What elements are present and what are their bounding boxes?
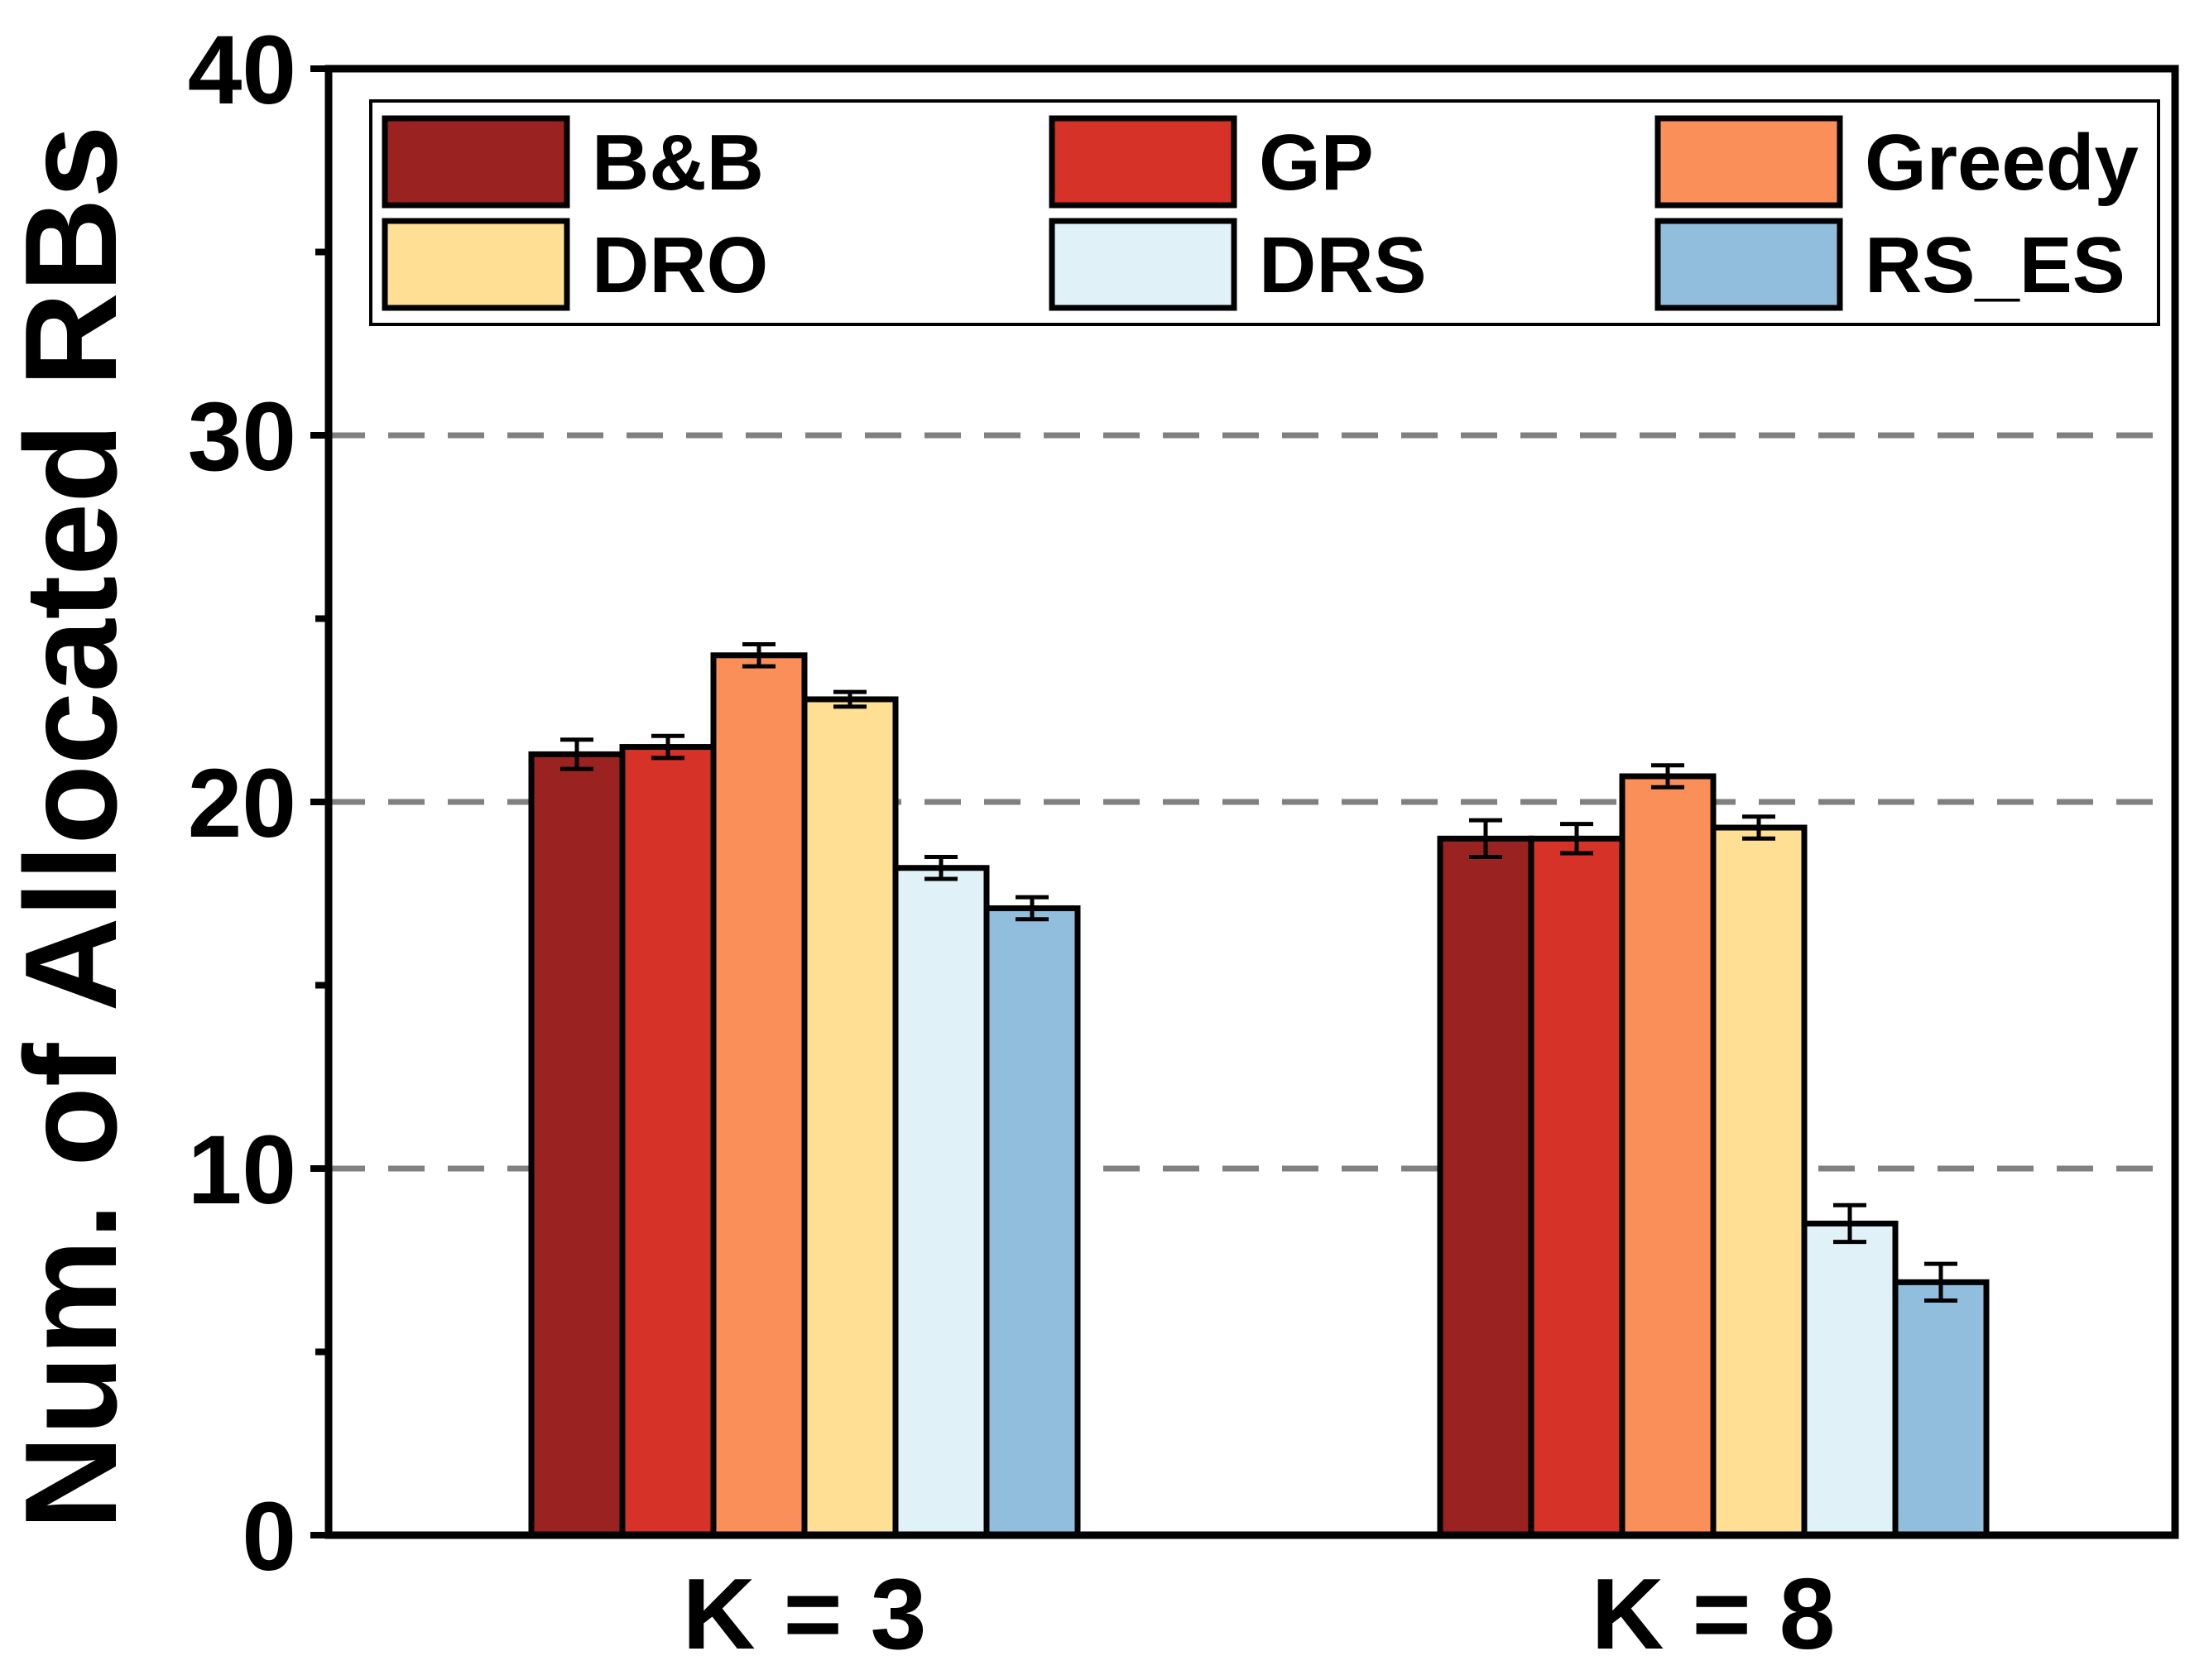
y-axis-label: Num. of Allocated RBs: [0, 125, 144, 1529]
legend-label: Greedy: [1865, 118, 2139, 207]
bar: [1710, 824, 1808, 1538]
bar: [892, 865, 990, 1538]
legend-swatch: [1654, 115, 1843, 209]
legend-swatch: [1049, 218, 1237, 311]
bar: [619, 744, 717, 1538]
y-tick-label: 0: [242, 1482, 296, 1591]
y-tick-label: 30: [188, 382, 296, 492]
legend-swatch: [382, 115, 570, 209]
y-tick-label: 40: [188, 16, 296, 125]
bar: [528, 751, 626, 1538]
legend-label: DRS: [1259, 221, 1427, 310]
bar: [1528, 835, 1626, 1538]
bar: [1892, 1279, 1990, 1538]
legend-swatch: [382, 218, 570, 311]
legend-box: [369, 99, 2160, 326]
legend-label: B&B: [592, 118, 764, 207]
bar: [1437, 835, 1534, 1538]
legend-swatch: [1049, 115, 1237, 209]
bar: [1801, 1220, 1899, 1538]
bar: [1619, 773, 1717, 1538]
bar: [801, 696, 899, 1538]
legend-label: DRO: [592, 221, 768, 310]
y-tick-label: 10: [188, 1116, 296, 1225]
x-tick-label: K = 3: [683, 1558, 927, 1670]
bars: [528, 642, 1990, 1538]
axes: 0 10 20 30 40 K = 3 K = 8: [188, 16, 1836, 1670]
legend: B&B GP Greedy DRO DRS RS_ES: [369, 99, 2160, 326]
bar: [710, 652, 808, 1538]
x-tick-label: K = 8: [1592, 1558, 1836, 1670]
legend-label: GP: [1259, 118, 1374, 207]
legend-swatch: [1654, 218, 1843, 311]
y-tick-label: 20: [188, 749, 296, 858]
legend-label: RS_ES: [1865, 221, 2125, 310]
bar: [983, 905, 1081, 1538]
